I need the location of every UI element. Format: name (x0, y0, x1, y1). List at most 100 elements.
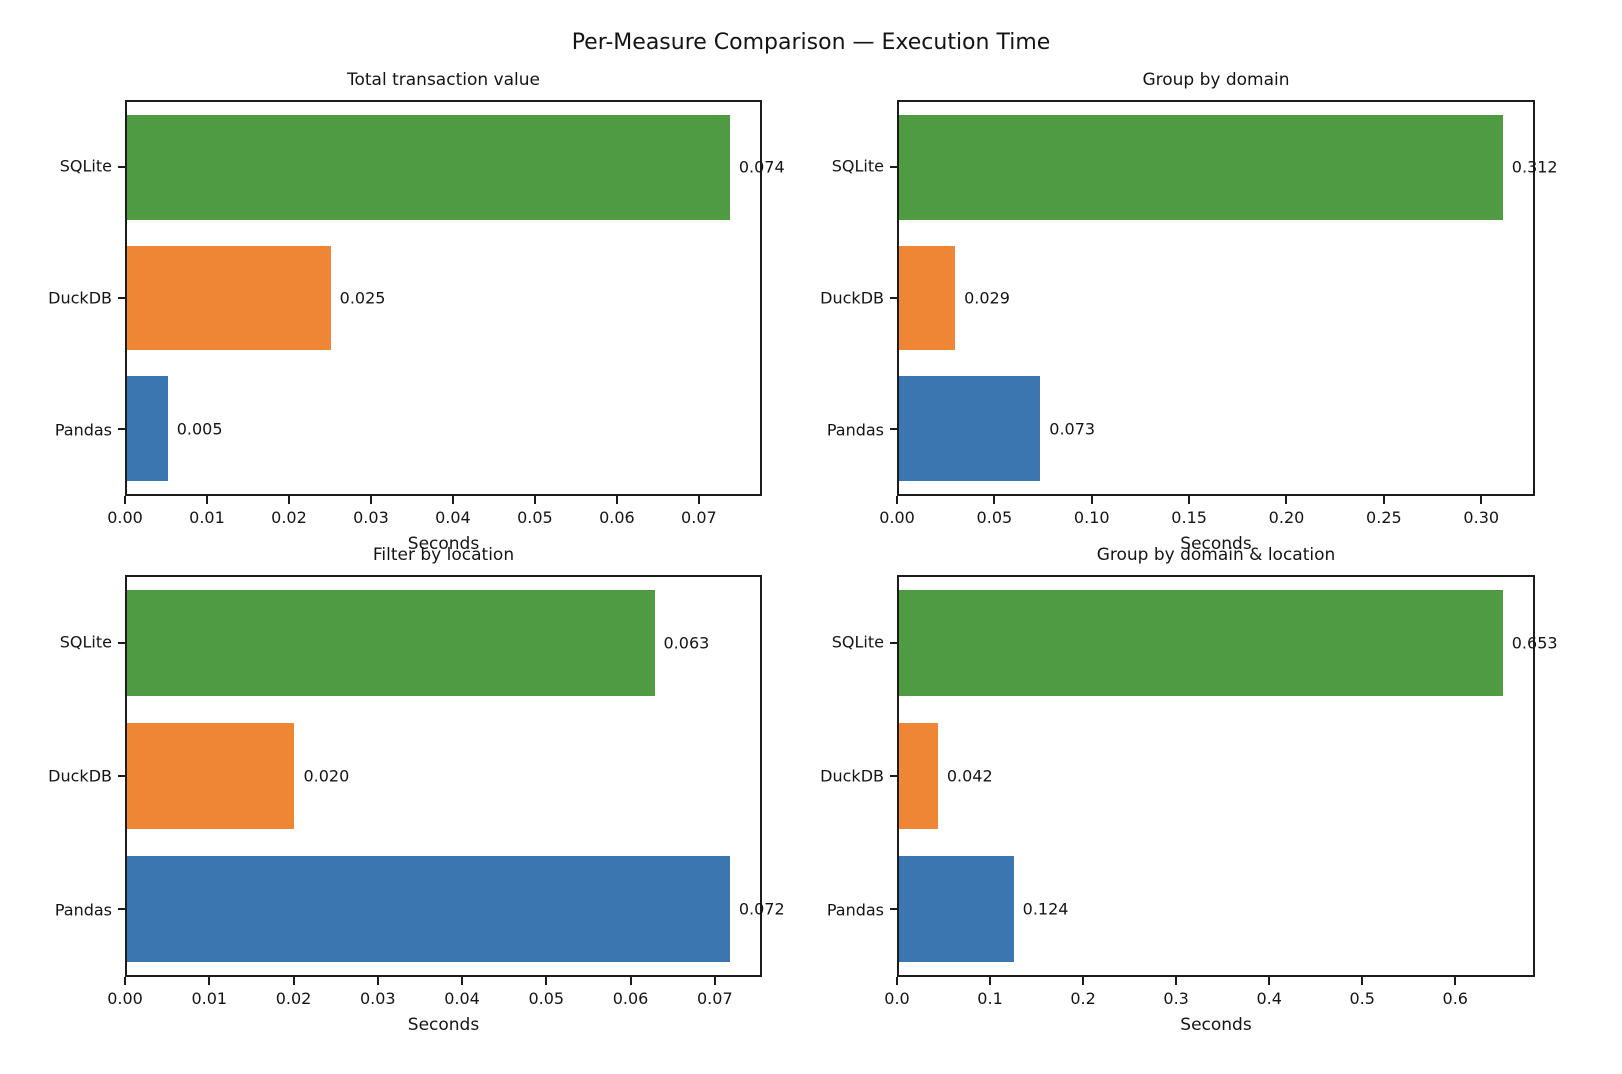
x-tick-label: 0.15 (1171, 508, 1207, 527)
y-tick-mark (118, 907, 127, 910)
bar-pandas (899, 855, 1014, 962)
bar-duckdb (127, 722, 295, 830)
y-tick-mark (890, 297, 899, 299)
x-tick-mark (124, 496, 126, 504)
x-tick-label: 0.0 (884, 989, 910, 1008)
x-tick-label: 0.04 (444, 989, 480, 1008)
x-tick-label: 0.01 (189, 508, 225, 527)
x-tick-mark (461, 977, 464, 985)
x-tick-label: 0.07 (697, 989, 733, 1008)
bar-value-label: 0.063 (663, 633, 710, 653)
y-tick-mark (890, 907, 899, 910)
y-tick-mark (118, 297, 127, 299)
subplot-group-by-domain-and-location: Group by domain & location 0.653 0.042 0.1… (820, 545, 1557, 1035)
x-tick-label: 0.10 (1073, 508, 1110, 527)
x-tick-mark (369, 496, 372, 504)
bar-value-label: 0.029 (964, 288, 1010, 308)
x-tick-mark (1082, 977, 1085, 985)
x-tick-mark (1454, 977, 1457, 985)
x-tick-label: 0.03 (359, 989, 396, 1008)
x-axis-label: Seconds (407, 534, 480, 554)
x-tick-mark (989, 977, 992, 985)
x-tick-label: 0.5 (1349, 989, 1375, 1008)
x-tick-mark (205, 496, 208, 504)
x-tick-label: 0.05 (528, 989, 565, 1008)
bar-sqlite (127, 115, 730, 220)
bar-value-label: 0.020 (303, 766, 350, 786)
x-axis-label: Seconds (1180, 1015, 1252, 1035)
x-tick-mark (292, 977, 295, 985)
x-tick-mark (376, 977, 379, 985)
x-tick-label: 0.01 (191, 989, 228, 1008)
bar-value-label: 0.072 (738, 899, 785, 919)
x-tick-label: 0.06 (612, 989, 649, 1008)
x-tick-mark (993, 496, 996, 504)
bar-value-label: 0.124 (1022, 899, 1069, 919)
x-tick-mark (1285, 496, 1288, 504)
x-tick-label: 0.05 (517, 508, 553, 527)
subplot-title: Filter by location (372, 545, 515, 565)
x-tick-mark (287, 496, 290, 504)
x-tick-mark (1175, 977, 1178, 985)
y-tick-label: SQLite (59, 156, 112, 176)
bar-pandas (899, 376, 1041, 481)
x-tick-mark (533, 496, 536, 504)
y-tick-label: SQLite (831, 632, 884, 652)
subplot-filter-by-location: Filter by location 0.063 0.020 0.072 Secon… (48, 545, 784, 1035)
x-tick-label: 0.00 (879, 508, 915, 527)
y-tick-mark (890, 166, 899, 169)
x-tick-mark (1361, 977, 1364, 985)
x-tick-label: 0.3 (1163, 989, 1189, 1008)
bar-sqlite (899, 590, 1503, 697)
x-tick-label: 0.02 (275, 989, 312, 1008)
plot-area: 0.312 0.029 0.073 (890, 100, 1558, 496)
bar-value-label: 0.005 (176, 419, 223, 439)
x-axis-label: Seconds (1180, 534, 1252, 554)
x-tick-mark (1188, 496, 1191, 504)
x-tick-mark (896, 496, 898, 504)
y-tick-label: Pandas (54, 420, 112, 440)
x-tick-mark (1268, 977, 1271, 985)
y-tick-mark (890, 775, 899, 777)
x-tick-label: 0.20 (1268, 508, 1305, 527)
bar-pandas (127, 376, 168, 481)
x-tick-label: 0.30 (1463, 508, 1500, 527)
bar-pandas (127, 855, 730, 962)
x-tick-label: 0.00 (107, 989, 143, 1008)
bar-value-label: 0.025 (339, 288, 386, 308)
x-tick-label: 0.1 (977, 989, 1003, 1008)
x-tick-mark (629, 977, 632, 985)
bar-duckdb (127, 245, 331, 351)
y-tick-mark (890, 427, 899, 430)
y-tick-label: DuckDB (820, 288, 884, 308)
bar-value-label: 0.653 (1511, 633, 1558, 653)
x-tick-label: 0.6 (1442, 989, 1468, 1008)
y-tick-label: Pandas (826, 420, 884, 440)
subplot-group-by-domain: Group by domain 0.312 0.029 0.073 Seconds … (820, 70, 1558, 554)
y-tick-mark (118, 166, 127, 169)
x-tick-mark (896, 977, 898, 985)
bar-duckdb (899, 722, 938, 830)
plot-area: 0.074 0.025 0.005 (118, 100, 785, 496)
x-tick-label: 0.25 (1366, 508, 1402, 527)
y-tick-label: DuckDB (820, 766, 884, 786)
x-tick-mark (451, 496, 454, 504)
x-tick-label: 0.4 (1256, 989, 1282, 1008)
x-tick-label: 0.05 (976, 508, 1013, 527)
x-tick-mark (1480, 496, 1483, 504)
y-tick-label: DuckDB (48, 766, 112, 786)
y-tick-label: SQLite (831, 156, 884, 176)
x-tick-mark (697, 496, 700, 504)
x-tick-label: 0.04 (435, 508, 471, 527)
bar-duckdb (899, 245, 956, 351)
figure-title: Per-Measure Comparison — Execution Time (571, 30, 1051, 55)
x-tick-mark (713, 977, 716, 985)
x-tick-mark (124, 977, 126, 985)
bar-value-label: 0.074 (738, 157, 785, 177)
bar-value-label: 0.042 (946, 766, 993, 786)
subplot-title: Group by domain & location (1096, 545, 1336, 565)
x-axis-label: Seconds (407, 1015, 480, 1035)
x-tick-label: 0.03 (353, 508, 389, 527)
x-tick-mark (1090, 496, 1093, 504)
x-tick-mark (1382, 496, 1385, 504)
